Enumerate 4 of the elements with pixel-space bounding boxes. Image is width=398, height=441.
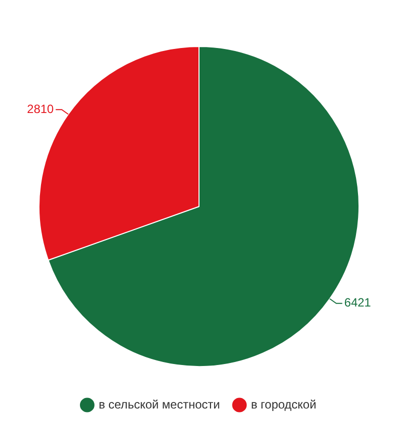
data-label: 2810 xyxy=(27,102,54,116)
legend-label: в сельской местности xyxy=(98,397,220,412)
data-label: 6421 xyxy=(344,296,372,310)
legend-label: в городской xyxy=(250,397,316,412)
